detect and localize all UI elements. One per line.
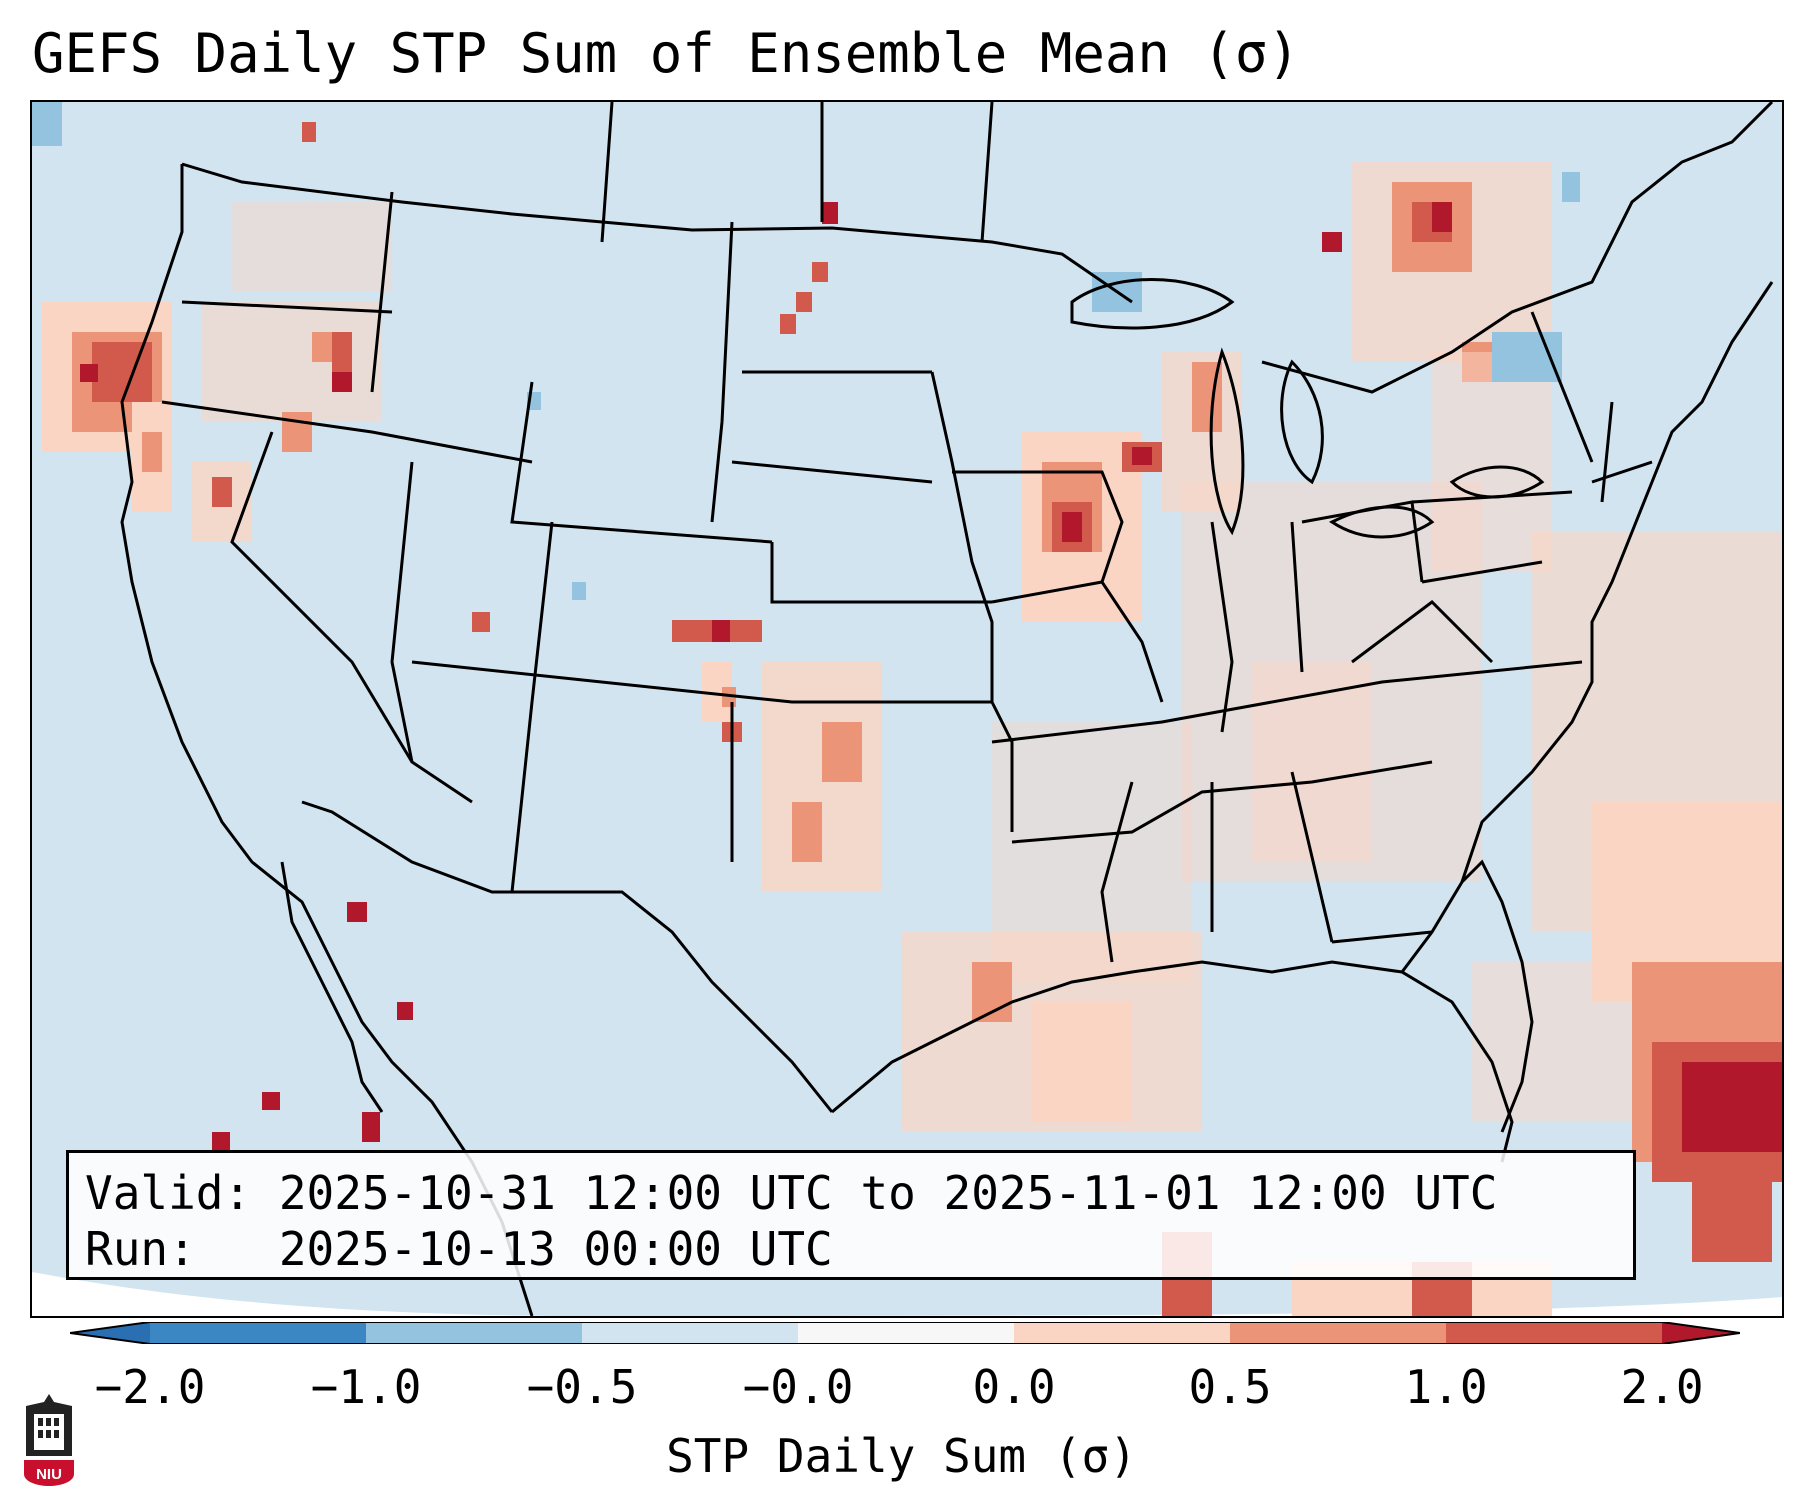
map-canvas — [32, 102, 1782, 1316]
colorbar-tick-6: 1.0 — [1404, 1360, 1488, 1414]
colorbar-tick-7: 2.0 — [1620, 1360, 1704, 1414]
colorbar-bin-pos0 — [1014, 1322, 1230, 1344]
positive-anomaly-cells — [42, 122, 1782, 1316]
colorbar-extend-over — [1662, 1322, 1740, 1344]
colorbar-bin-neg1 — [366, 1322, 582, 1344]
colorbar-bin-neg05 — [582, 1322, 798, 1344]
domain-background — [32, 102, 1782, 1316]
niu-logo-text: NIU — [36, 1466, 62, 1483]
great-lakes — [1070, 278, 1545, 539]
colorbar-bin-neg2 — [150, 1322, 366, 1344]
map-title: GEFS Daily STP Sum of Ensemble Mean (σ) — [32, 22, 1300, 85]
niu-logo: NIU — [24, 1394, 74, 1486]
run-time-line: Run: 2025-10-13 00:00 UTC — [85, 1222, 833, 1276]
valid-time-box: Valid: 2025-10-31 12:00 UTC to 2025-11-0… — [66, 1150, 1636, 1280]
colorbar-tick-3: −0.0 — [742, 1360, 854, 1414]
colorbar-extend-under — [70, 1322, 150, 1344]
colorbar-tick-5: 0.5 — [1188, 1360, 1272, 1414]
valid-time-line: Valid: 2025-10-31 12:00 UTC to 2025-11-0… — [85, 1166, 1498, 1220]
colorbar-tick-2: −0.5 — [526, 1360, 638, 1414]
colorbar-bin-pos05 — [1230, 1322, 1446, 1344]
map-panel[interactable] — [30, 100, 1784, 1318]
colorbar-bin-neg0 — [798, 1322, 1014, 1344]
colorbar-tick-1: −1.0 — [310, 1360, 422, 1414]
boundaries — [120, 102, 1774, 1316]
colorbar-tick-0: −2.0 — [94, 1360, 206, 1414]
colorbar — [70, 1322, 1740, 1344]
colorbar-bin-pos1 — [1446, 1322, 1662, 1344]
outside-domain — [32, 1272, 552, 1316]
colorbar-label: STP Daily Sum (σ) — [666, 1429, 1137, 1483]
colorbar-tick-4: 0.0 — [972, 1360, 1056, 1414]
